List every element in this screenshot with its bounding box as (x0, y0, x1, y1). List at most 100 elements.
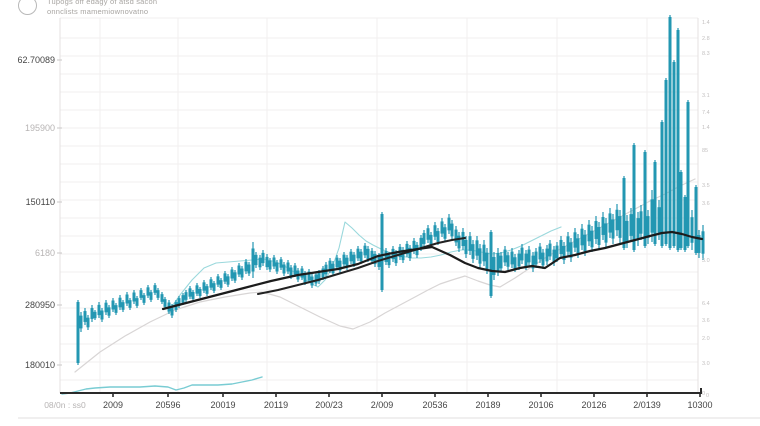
bottom-sparkline (61, 376, 263, 395)
candle-body (219, 280, 223, 288)
candle-body (646, 216, 650, 238)
candle-body (314, 274, 318, 284)
y-right-label: 2.0 (702, 336, 710, 342)
candle-body (583, 234, 587, 252)
candle-body (587, 224, 591, 242)
candle-body (114, 305, 118, 313)
candle-body (118, 297, 122, 308)
candle-body (83, 311, 87, 322)
candle-body (97, 304, 101, 316)
candle-body (328, 260, 332, 271)
x-tick-label: 2/009 (371, 400, 394, 410)
candle-body (639, 211, 643, 234)
candle-body (611, 219, 615, 239)
candle-body (562, 245, 566, 261)
candle-body (566, 236, 570, 252)
candle-body (90, 308, 94, 319)
candle-body (76, 302, 80, 363)
candle-body (237, 265, 241, 275)
x-tick-label: 10300 (687, 400, 712, 410)
candle-body (422, 233, 426, 244)
candle-body (590, 230, 594, 248)
candle-body (181, 295, 185, 303)
y-right-label: 85 (702, 148, 708, 154)
candle-body (352, 254, 356, 265)
candle-body (401, 249, 405, 261)
ma-secondary-line (257, 237, 466, 295)
candle-body (541, 252, 545, 266)
candle-body (510, 251, 514, 265)
y-right-label: 1.4 (702, 20, 710, 26)
candle-body (317, 272, 321, 282)
candle-body (188, 288, 192, 297)
y-right-label: 3.1 (702, 93, 710, 99)
candle-body (163, 299, 167, 307)
candle-body (419, 237, 423, 249)
y-right-label: 3.0 (702, 258, 710, 264)
candle-body (482, 244, 486, 262)
candle-body (499, 255, 503, 269)
candle-body (429, 234, 433, 246)
y-left-label: 150110 (26, 197, 55, 207)
candle-body (335, 257, 339, 268)
legend: Tupogs off edagy of atsd sacon onnclists… (18, 0, 157, 17)
candle-body (683, 197, 687, 250)
candle-body (289, 267, 293, 277)
candle-body (373, 253, 377, 265)
candle-body (286, 262, 290, 272)
candle-body (93, 311, 97, 319)
candle-body (170, 306, 174, 316)
y-right-label: 0 (702, 391, 705, 397)
x-tick-label: 2009 (103, 400, 123, 410)
candle-body (468, 236, 472, 251)
candle-body (359, 251, 363, 262)
x-tick-label: 20106 (528, 400, 553, 410)
x-tick-label: 20596 (155, 400, 180, 410)
candle-body (349, 251, 353, 262)
candle-body (321, 268, 325, 278)
candle-body (503, 249, 507, 263)
candle-body (125, 294, 129, 304)
candle-body (198, 288, 202, 297)
candle-body (471, 244, 475, 259)
candle-body (195, 285, 199, 294)
candle-body (679, 172, 683, 248)
ma-primary-line (161, 230, 704, 311)
candle-body (293, 265, 297, 275)
candle-body (604, 223, 608, 243)
y-right-label: 8.3 (702, 51, 710, 57)
lower-band-line (74, 178, 696, 373)
candle-body (615, 209, 619, 231)
candle-body (202, 282, 206, 291)
candle-body (580, 228, 584, 246)
y-right-label: 1.4 (702, 125, 710, 131)
x-edge-label: 08/0n : ss0 (44, 400, 86, 410)
candle-body (240, 268, 244, 278)
candle-body (363, 245, 367, 256)
candle-body (576, 238, 580, 254)
candle-body (597, 227, 601, 245)
legend-line-1: Tupogs off edagy of atsd sacon (47, 0, 158, 6)
candle-body (303, 273, 307, 283)
candle-body (191, 291, 195, 300)
candle-body (230, 269, 234, 279)
candle-body (618, 216, 622, 238)
legend-radio-icon[interactable] (18, 0, 37, 15)
x-tick-label: 2/0139 (633, 400, 661, 410)
candle-body (282, 264, 286, 274)
y-right-label: 3.0 (702, 361, 710, 367)
candle-body (496, 253, 500, 271)
candle-body (569, 242, 573, 258)
candle-body (454, 229, 458, 243)
candle-body (559, 239, 563, 255)
candle-body (408, 247, 412, 259)
candle-body (412, 240, 416, 252)
y-right-label: 7.4 (702, 110, 710, 116)
candle-body (128, 300, 132, 308)
candle-body (342, 254, 346, 265)
candle-body (650, 199, 654, 233)
candle-body (226, 276, 230, 285)
candle-body (464, 239, 468, 255)
